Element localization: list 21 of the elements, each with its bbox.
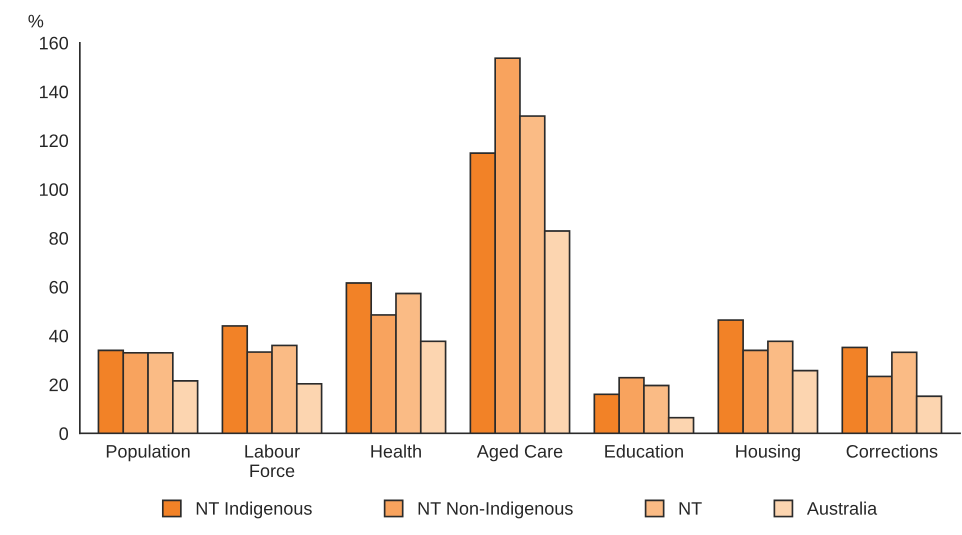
x-tick-label: Health <box>371 444 421 458</box>
legend-label: NT <box>680 502 702 515</box>
y-tick-label: 100 <box>40 183 68 196</box>
x-tick-label: Aged Care <box>476 444 562 462</box>
x-tick-label: Labour Force <box>245 444 300 478</box>
y-tick-label: 160 <box>40 36 68 50</box>
y-tick-label: 140 <box>40 86 68 98</box>
y-tick-label: 0 <box>59 427 68 440</box>
y-tick-label: 60 <box>50 280 68 294</box>
y-axis-title: % <box>28 14 44 28</box>
y-tick-label: 20 <box>50 378 68 392</box>
x-tick-label: Education <box>605 444 683 458</box>
x-tick-label: Corrections <box>846 444 938 458</box>
legend-label: NT Non-Indigenous <box>418 502 573 518</box>
x-tick-label: Housing <box>736 444 800 462</box>
legend-label: NT Indigenous <box>196 502 312 518</box>
y-tick-label: 80 <box>49 232 68 245</box>
x-tick-label: Population <box>106 444 190 462</box>
y-tick-label: 120 <box>40 134 68 148</box>
y-tick-label: 40 <box>49 330 68 342</box>
legend-label: Australia <box>806 502 878 515</box>
